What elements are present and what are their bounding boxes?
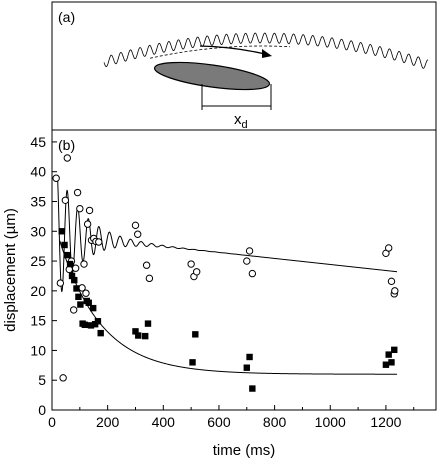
open-circle-point [56,279,65,287]
y-tick-label: 10 [30,342,46,358]
filled-square-point [249,385,256,392]
y-axis-label: displacement (µm) [2,208,19,332]
y-tick-label: 5 [38,372,46,388]
filled-square-point [73,285,80,292]
y-tick-label: 25 [30,253,46,269]
filled-square-point [391,346,398,354]
open-circle-point [245,247,254,255]
filled-square-point [58,228,65,235]
open-circle-point [63,154,72,162]
filled-square-point [132,328,139,335]
open-circle-point [145,274,154,283]
filled-square-point [61,241,68,249]
oscillation-fit-line [57,177,398,293]
open-circle-point [73,188,82,197]
panel-b-label: (b) [58,137,75,153]
open-circle-point [59,374,67,382]
filled-square-point [388,359,395,366]
filled-square-point [135,332,142,339]
x-tick-label: 200 [96,414,120,430]
open-circle-point [384,244,393,252]
filled-square-point [243,364,250,371]
x-axis: 0 200 400 600 800 1000 1200 [48,405,415,430]
x-tick-label: 800 [263,414,287,430]
open-circle-point [52,174,60,182]
open-circle-point [70,306,78,314]
open-circle-point [248,269,257,278]
filled-square-point [81,321,89,329]
open-circle-point [391,287,399,295]
x-tick-label: 600 [207,414,231,430]
filled-square-point [94,318,102,325]
open-circle-point [95,238,103,246]
filled-square-point [66,260,74,268]
y-tick-label: 20 [30,283,46,299]
y-tick-label: 0 [38,402,46,418]
x-axis-label: time (ms) [213,442,276,459]
y-tick-label: 35 [30,193,46,209]
filled-square-point [87,322,95,329]
open-circle-point [387,277,396,286]
y-tick-label: 40 [30,164,46,180]
plot-frame [51,129,437,411]
x-tick-label: 1000 [315,414,346,430]
decay-fit-line [59,240,398,375]
open-circle-point [71,264,80,272]
open-circle-point [187,260,195,268]
panel-b: (b) 0 200 400 600 800 1000 1200 0 5 10 15 20 25 30 35… [2,129,437,459]
data-points [52,154,399,392]
filled-square-point [64,251,71,259]
motion-arrow [199,45,266,55]
filled-square-point [189,359,196,366]
panel-a: (a) xd [51,1,437,131]
filled-square-point [68,272,76,280]
filled-square-point [97,329,104,337]
fit-curves [57,177,398,375]
displacement-label: xd [234,111,248,131]
open-circle-point [76,204,84,213]
filled-square-point [385,351,392,358]
filled-square-point [144,320,152,327]
y-tick-label: 15 [30,313,46,329]
panel-a-frame [51,1,437,131]
open-circle-point [83,220,92,228]
open-circle-point [192,268,201,276]
y-tick-label: 45 [30,134,46,150]
open-circle-point [80,260,88,268]
y-tick-label: 30 [30,223,46,239]
y-axis: 0 5 10 15 20 25 30 35 40 45 [30,134,57,418]
open-circle-point [243,257,251,265]
open-circle-point [82,289,90,297]
open-circle-point [61,196,70,204]
x-tick-label: 1200 [370,414,401,430]
filled-square-point [142,332,149,340]
x-tick-label: 0 [48,414,56,430]
filled-square-point [71,276,78,284]
open-circle-point [134,230,142,238]
motion-arrowhead [262,49,272,58]
x-tick-label: 400 [152,414,176,430]
open-circle-point [142,261,151,269]
open-circle-point [85,206,94,215]
filled-square-point [85,299,92,306]
panel-a-label: (a) [58,9,75,25]
filled-square-point [246,353,253,361]
open-circle-point [131,221,140,230]
filled-square-point [75,293,82,301]
filled-square-point [89,304,97,312]
schematic-wave [103,32,429,69]
filled-square-point [77,301,84,308]
trapped-ellipse [153,61,271,91]
filled-square-point [382,361,390,368]
filled-square-point [192,331,199,338]
